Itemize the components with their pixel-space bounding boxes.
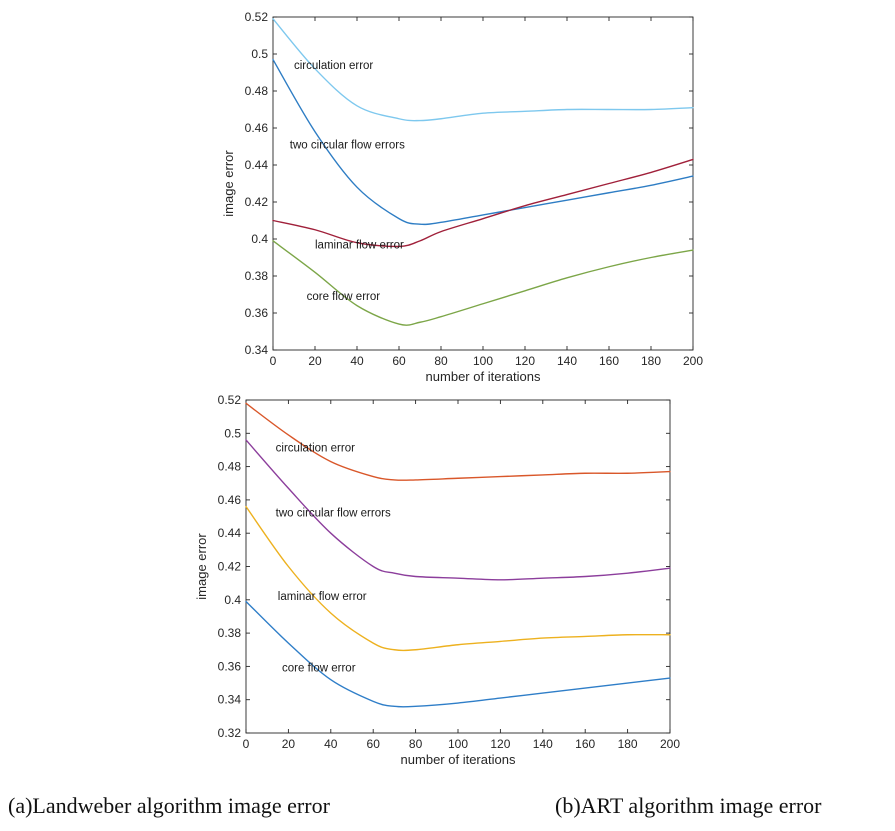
- x-tick-label: 40: [350, 354, 364, 368]
- y-tick-label: 0.5: [251, 47, 268, 61]
- x-axis-label: number of iterations: [426, 369, 541, 384]
- series-line-laminar-flow-error: [272, 158, 694, 248]
- y-tick-label: 0.38: [245, 269, 269, 283]
- y-tick-label: 0.44: [245, 158, 269, 172]
- x-tick-label: 0: [270, 354, 277, 368]
- x-tick-label: 20: [282, 737, 296, 751]
- chart-art: 0 20 40 60 80 100 120 140 160 180 200 0.32 0.34 0.36 0…: [194, 393, 680, 767]
- annotation-label: core flow error: [282, 662, 356, 674]
- y-tick-label: 0.52: [245, 10, 269, 24]
- x-tick-label: 60: [367, 737, 381, 751]
- x-tick-label: 140: [533, 737, 553, 751]
- y-tick-label: 0.36: [245, 306, 269, 320]
- x-tick-label: 40: [324, 737, 338, 751]
- y-tick-label: 0.44: [218, 526, 242, 540]
- x-tick-label: 80: [434, 354, 448, 368]
- x-tick-label: 160: [575, 737, 595, 751]
- y-tick-label: 0.46: [245, 121, 269, 135]
- y-tick-label: 0.32: [218, 726, 242, 740]
- x-tick-label: 20: [308, 354, 322, 368]
- caption-art: (b)ART algorithm image error: [555, 793, 822, 818]
- x-tick-label: 0: [243, 737, 250, 751]
- plot-frame: [245, 399, 671, 734]
- annotation-label: two circular flow errors: [276, 508, 391, 520]
- series-line-two-circular-flow-errors: [245, 439, 671, 581]
- y-axis-label: image error: [221, 150, 236, 217]
- chart-landweber: 0 20 40 60 80 100 120 140 160 180 200 0.34 0.36 0.38 0…: [221, 10, 703, 384]
- annotation-label: two circular flow errors: [290, 139, 405, 151]
- series-line-circulation-error: [245, 402, 671, 481]
- x-tick-label: 200: [683, 354, 703, 368]
- plot-frame: [272, 16, 694, 351]
- series-line-core-flow-error: [272, 240, 694, 326]
- y-tick-label: 0.34: [218, 693, 242, 707]
- series-line-laminar-flow-error: [245, 505, 671, 652]
- x-tick-label: 100: [473, 354, 493, 368]
- annotation-label: laminar flow error: [278, 591, 367, 603]
- y-tick-label: 0.48: [245, 84, 269, 98]
- x-tick-label: 60: [392, 354, 406, 368]
- y-tick-label: 0.46: [218, 493, 242, 507]
- x-tick-label: 120: [515, 354, 535, 368]
- y-tick-label: 0.4: [224, 593, 241, 607]
- y-tick-label: 0.5: [224, 426, 241, 440]
- annotation-label: circulation error: [276, 443, 355, 455]
- x-tick-label: 120: [490, 737, 510, 751]
- series-line-circulation-error: [272, 18, 694, 122]
- plot-group: 0 20 40 60 80 100 120 140 160 180 200 0.34 0.36 0.38 0…: [221, 10, 703, 384]
- x-tick-label: 180: [618, 737, 638, 751]
- x-tick-label: 100: [448, 737, 468, 751]
- annotation-label: core flow error: [307, 291, 381, 303]
- x-tick-label: 180: [641, 354, 661, 368]
- x-tick-label: 160: [599, 354, 619, 368]
- y-tick-label: 0.52: [218, 393, 242, 407]
- y-tick-label: 0.38: [218, 626, 242, 640]
- y-tick-label: 0.42: [218, 560, 242, 574]
- y-tick-label: 0.48: [218, 460, 242, 474]
- x-tick-label: 80: [409, 737, 423, 751]
- caption-landweber: (a)Landweber algorithm image error: [8, 793, 330, 818]
- annotation-label: circulation error: [294, 60, 373, 72]
- plot-group: 0 20 40 60 80 100 120 140 160 180 200 0.32 0.34 0.36 0…: [194, 393, 680, 767]
- y-tick-label: 0.4: [251, 232, 268, 246]
- series-line-two-circular-flow-errors: [272, 58, 694, 226]
- y-axis-label: image error: [194, 533, 209, 600]
- y-tick-label: 0.36: [218, 659, 242, 673]
- y-tick-label: 0.34: [245, 343, 269, 357]
- annotation-label: laminar flow error: [315, 239, 404, 251]
- x-tick-label: 140: [557, 354, 577, 368]
- x-axis-label: number of iterations: [401, 752, 516, 767]
- x-tick-label: 200: [660, 737, 680, 751]
- y-tick-label: 0.42: [245, 195, 269, 209]
- series-line-core-flow-error: [245, 600, 671, 708]
